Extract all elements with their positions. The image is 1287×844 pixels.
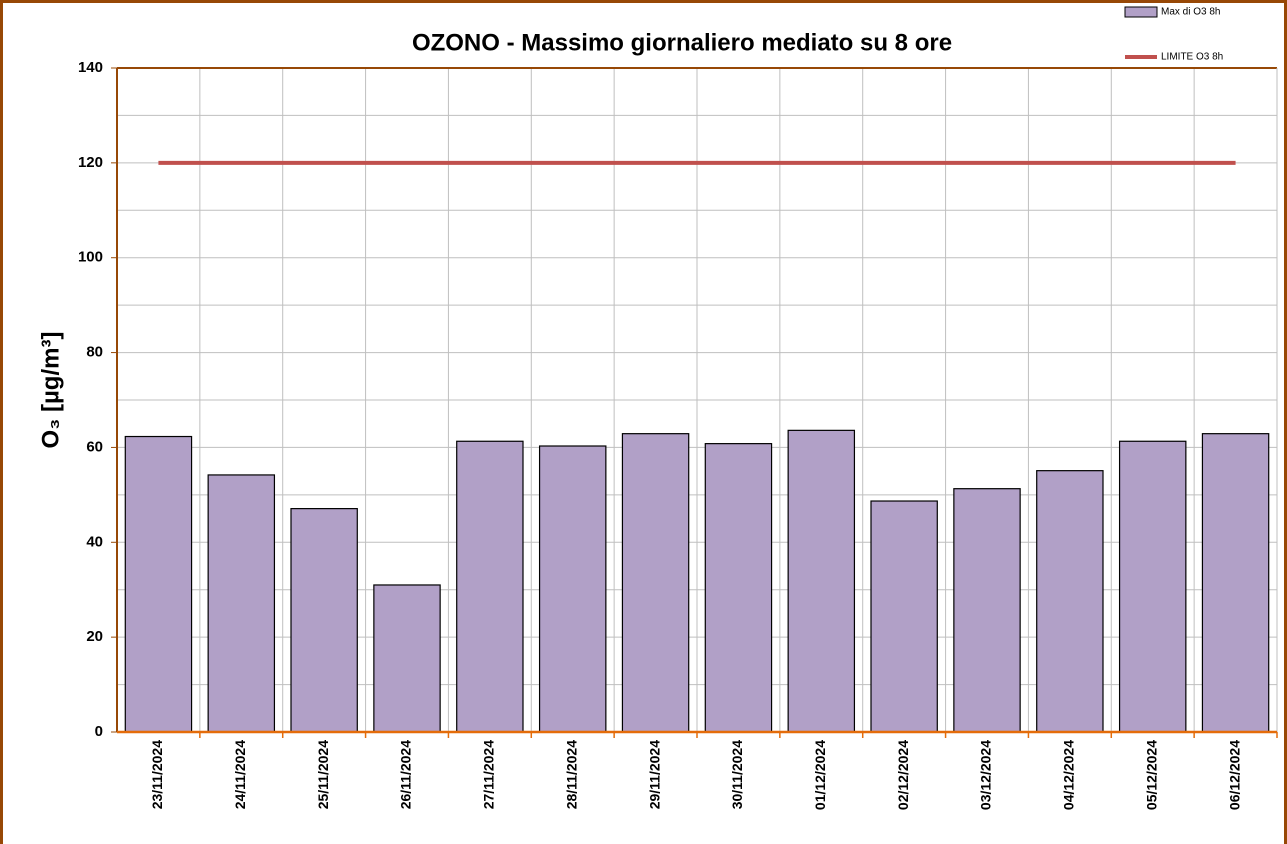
y-axis-label: O₃ [µg/m³] <box>37 332 64 449</box>
x-tick-label: 03/12/2024 <box>978 740 994 810</box>
y-tick-label: 80 <box>86 344 103 361</box>
y-tick-label: 120 <box>78 154 103 171</box>
bar <box>704 443 773 733</box>
y-tick-label: 140 <box>78 59 103 76</box>
bar <box>1118 440 1187 733</box>
bar <box>870 500 938 733</box>
x-tick-label: 01/12/2024 <box>812 740 828 810</box>
y-tick-label: 100 <box>78 249 103 266</box>
y-tick-label: 20 <box>86 628 103 645</box>
x-tick-label: 06/12/2024 <box>1226 740 1242 810</box>
x-tick-label: 26/11/2024 <box>398 740 414 810</box>
bar <box>456 440 524 733</box>
bar <box>124 435 193 733</box>
y-tick-label: 60 <box>86 438 103 455</box>
legend-label: Max di O3 8h <box>1161 7 1220 18</box>
legend-swatch <box>1124 6 1158 18</box>
x-tick-label: 24/11/2024 <box>232 740 248 810</box>
y-tick-label: 0 <box>95 723 103 740</box>
bar <box>290 508 358 733</box>
legend-label: LIMITE O3 8h <box>1161 52 1223 63</box>
x-tick-label: 05/12/2024 <box>1143 740 1159 810</box>
y-tick-label: 40 <box>86 533 103 550</box>
bar <box>1201 433 1270 733</box>
bar <box>207 474 276 733</box>
bar <box>787 429 856 733</box>
x-tick-label: 25/11/2024 <box>315 740 331 810</box>
bar <box>621 433 690 733</box>
bar <box>373 584 441 733</box>
x-tick-label: 28/11/2024 <box>563 740 579 810</box>
bar <box>538 445 607 733</box>
x-tick-label: 02/12/2024 <box>895 740 911 810</box>
x-tick-label: 04/12/2024 <box>1061 740 1077 810</box>
x-tick-label: 27/11/2024 <box>481 740 497 810</box>
x-tick-label: 23/11/2024 <box>149 740 165 810</box>
chart-title: OZONO - Massimo giornaliero mediato su 8… <box>412 29 952 56</box>
bar <box>1036 470 1104 733</box>
bar <box>953 488 1021 733</box>
x-tick-label: 29/11/2024 <box>646 740 662 810</box>
x-tick-label: 30/11/2024 <box>729 740 745 810</box>
